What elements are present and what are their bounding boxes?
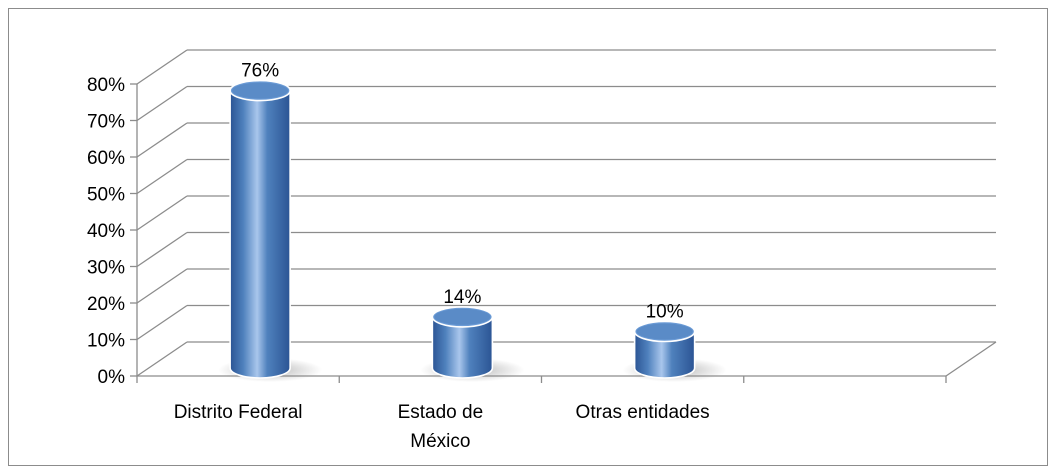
x-category-label: Otras entidades (576, 402, 710, 423)
floor-left-edge (136, 341, 188, 377)
y-tick-label: 10% (87, 331, 125, 352)
gridline-diagonal (136, 268, 188, 304)
y-tick-label: 80% (87, 75, 125, 96)
y-tick-label: 60% (87, 148, 125, 169)
gridline-diagonal (136, 195, 188, 231)
x-category-label: Estado de (398, 402, 484, 423)
bar-body (633, 330, 696, 379)
data-label: 76% (241, 61, 279, 82)
bars (218, 79, 727, 382)
y-tick-label: 20% (87, 294, 125, 315)
data-label: 10% (646, 302, 684, 323)
y-tick-label: 50% (87, 185, 125, 206)
chart-svg: 0% 10% 20% 30% 40% 50% 60% 70% 80% 76% Distrito Fe… (87, 49, 997, 452)
gridline-diagonal (136, 158, 188, 195)
y-tick-label: 40% (87, 221, 125, 242)
y-tick-label: 70% (87, 112, 125, 133)
bar-2 (420, 306, 525, 382)
gridline-diagonal (136, 49, 188, 85)
back-wall-gridlines (136, 49, 997, 377)
gridline-diagonal (136, 304, 188, 341)
data-label: 14% (443, 287, 481, 308)
y-tick-label: 30% (87, 258, 125, 279)
bar-body (229, 89, 291, 379)
y-tick-label: 0% (98, 367, 126, 388)
chart-frame: 0% 10% 20% 30% 40% 50% 60% 70% 80% 76% Distrito Fe… (8, 8, 1048, 466)
bar-3 (622, 320, 727, 382)
labels: 0% 10% 20% 30% 40% 50% 60% 70% 80% 76% Distrito Fe… (87, 61, 710, 452)
bar-top-inner (232, 82, 289, 99)
floor-right-edge (945, 341, 997, 377)
bar-body (431, 316, 494, 379)
gridline-diagonal (136, 122, 188, 158)
bar-top-inner (434, 308, 491, 325)
x-category-label: Distrito Federal (174, 402, 303, 423)
x-category-label: México (410, 431, 470, 452)
bar-1 (218, 79, 323, 382)
gridline-diagonal (136, 231, 188, 268)
gridline-diagonal (136, 85, 188, 122)
bar-top-inner (636, 323, 693, 340)
